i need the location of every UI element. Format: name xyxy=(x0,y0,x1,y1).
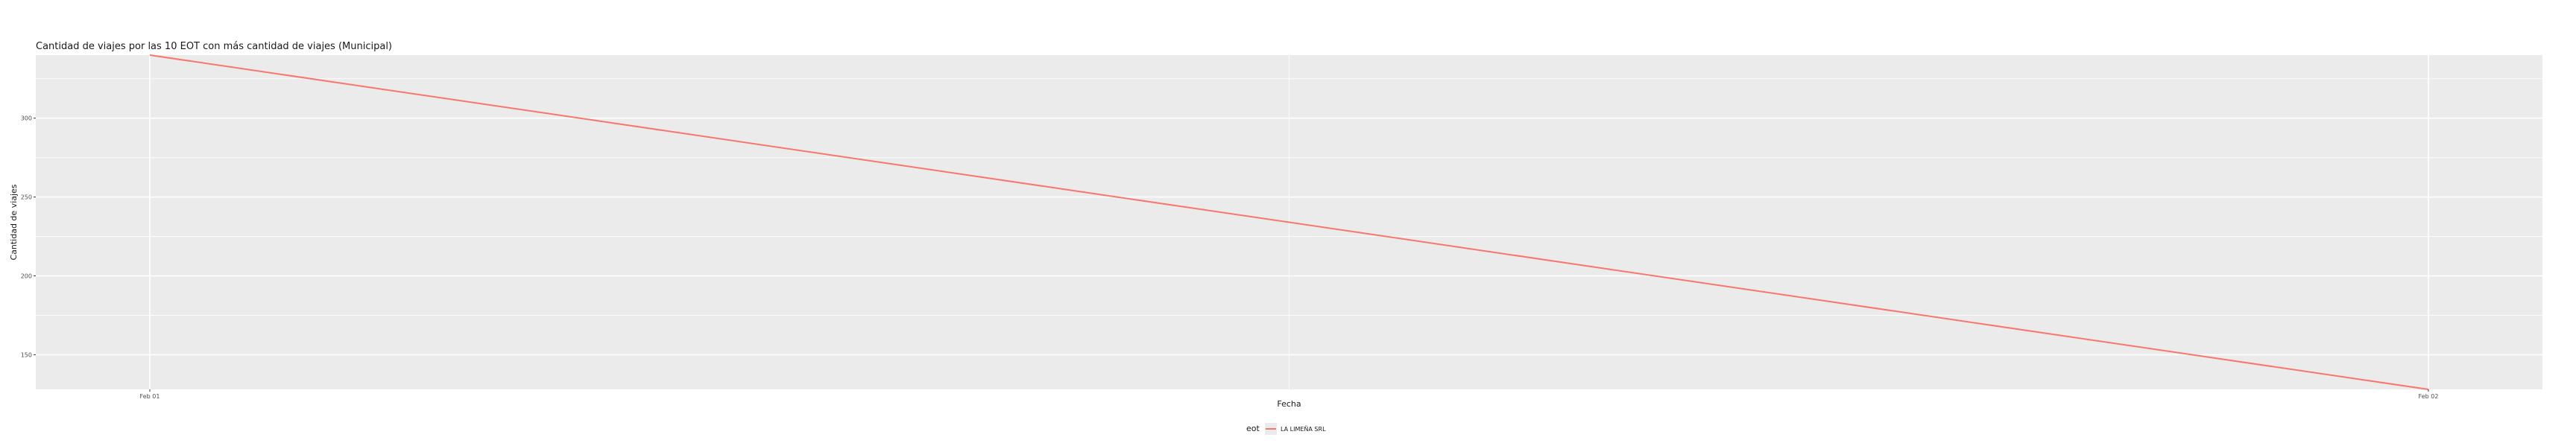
chart-title: Cantidad de viajes por las 10 EOT con má… xyxy=(36,41,392,52)
legend: eot LA LIMEÑA SRL xyxy=(1246,423,1326,435)
y-axis: 150 200 250 300 xyxy=(21,115,36,358)
y-tick-label: 200 xyxy=(21,273,32,280)
x-axis: Feb 01 Feb 02 xyxy=(140,389,2439,400)
y-tick-label: 250 xyxy=(21,194,32,201)
x-tick-label: Feb 01 xyxy=(140,393,160,400)
y-tick-label: 300 xyxy=(21,115,32,122)
legend-title: eot xyxy=(1246,424,1260,433)
series-line xyxy=(149,54,2429,390)
legend-label: LA LIMEÑA SRL xyxy=(1281,425,1326,433)
y-axis-title: Cantidad de viajes xyxy=(9,184,19,260)
major-gridlines xyxy=(36,55,2542,389)
minor-gridlines xyxy=(36,55,2542,389)
legend-items: LA LIMEÑA SRL xyxy=(1265,423,1326,435)
y-tick-label: 150 xyxy=(21,351,32,358)
x-axis-title: Fecha xyxy=(1277,399,1301,409)
series-layer xyxy=(149,54,2429,390)
x-tick-label: Feb 02 xyxy=(2419,393,2439,400)
